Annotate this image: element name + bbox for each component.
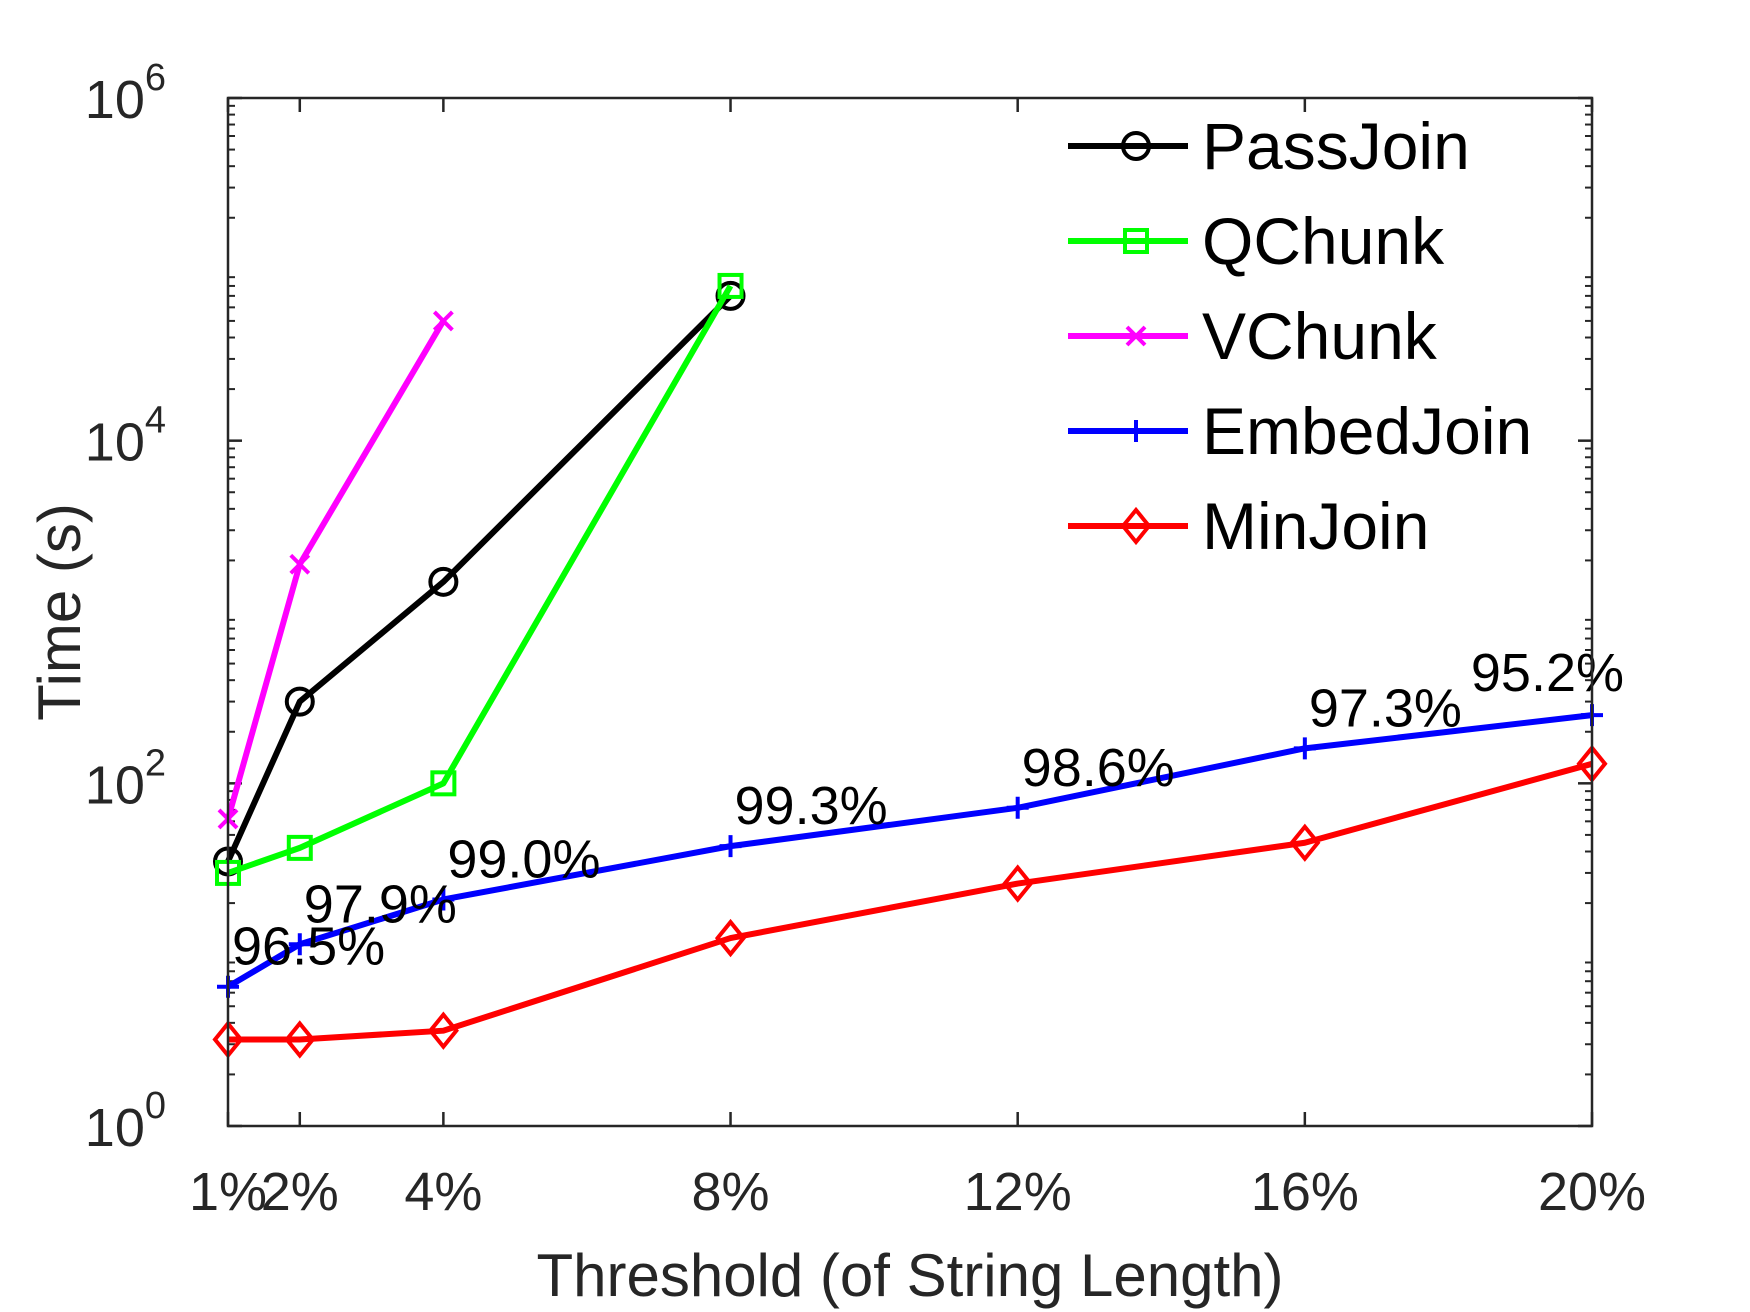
data-point-embedjoin: [1006, 796, 1029, 819]
legend-marker-qchunk: [1123, 228, 1149, 254]
accuracy-label: 96.5%: [232, 917, 385, 977]
x-tick-label: 12%: [964, 1162, 1072, 1222]
y-tick-label: 104: [85, 400, 166, 473]
legend-item-embedjoin: EmbedJoin: [1068, 394, 1532, 468]
data-point-minjoin: [1002, 864, 1034, 903]
legend-label-qchunk: QChunk: [1202, 204, 1445, 278]
legend-marker-embedjoin: [1125, 420, 1147, 442]
y-tick-base: 10: [85, 755, 145, 815]
data-point-minjoin: [284, 1020, 316, 1059]
series-line-minjoin: [228, 760, 1593, 1043]
x-tick-label: 16%: [1251, 1162, 1359, 1222]
data-point-qchunk: [717, 272, 744, 299]
data-point-passjoin: [284, 686, 315, 717]
plot-frame: [226, 96, 1594, 1128]
data-point-passjoin: [428, 566, 459, 597]
legend-item-vchunk: VChunk: [1068, 299, 1438, 373]
x-tick-label: 2%: [261, 1162, 339, 1222]
series-embedjoin: [217, 704, 1603, 998]
legend: PassJoin QChunk VChunk EmbedJoin MinJoin: [1068, 109, 1532, 563]
y-tick-exponent: 0: [145, 1085, 166, 1127]
legend-marker-vchunk: [1125, 325, 1147, 347]
annotation-layer: 96.5%97.9%99.0% 99.3% 98.6% 97.3%95.2%: [232, 643, 1624, 977]
legend-item-qchunk: QChunk: [1068, 204, 1445, 278]
accuracy-label: 97.3%: [1309, 678, 1462, 738]
data-point-embedjoin: [1293, 737, 1316, 760]
data-point-minjoin: [1289, 823, 1321, 862]
legend-label-embedjoin: EmbedJoin: [1202, 394, 1532, 468]
y-tick-base: 10: [85, 413, 145, 473]
series-vchunk: [217, 310, 454, 830]
legend-label-minjoin: MinJoin: [1202, 489, 1429, 563]
accuracy-label: 99.3%: [735, 776, 888, 836]
data-point-qchunk: [430, 770, 457, 797]
y-tick-base: 10: [85, 1098, 145, 1158]
x-axis-title: Threshold (of String Length): [536, 1242, 1283, 1309]
data-point-vchunk: [289, 553, 311, 575]
legend-label-vchunk: VChunk: [1202, 299, 1438, 373]
x-tick-label: 20%: [1538, 1162, 1646, 1222]
y-tick-label: 106: [85, 57, 166, 130]
x-tick-label: 1%: [189, 1162, 267, 1222]
accuracy-label: 95.2%: [1471, 643, 1624, 703]
legend-marker-minjoin: [1120, 506, 1152, 546]
x-tick-label: 8%: [692, 1162, 770, 1222]
y-tick-label: 100: [85, 1085, 166, 1158]
y-tick-exponent: 4: [145, 400, 166, 442]
x-tick-label: 4%: [404, 1162, 482, 1222]
data-point-vchunk: [432, 310, 454, 332]
y-tick-exponent: 2: [145, 742, 166, 784]
data-point-embedjoin: [719, 835, 742, 858]
legend-marker-passjoin: [1121, 131, 1151, 161]
y-tick-base: 10: [85, 70, 145, 130]
legend-item-passjoin: PassJoin: [1068, 109, 1470, 183]
y-axis-title: Time (s): [26, 503, 93, 721]
accuracy-label: 98.6%: [1022, 738, 1175, 798]
data-point-embedjoin: [288, 933, 311, 956]
legend-item-minjoin: MinJoin: [1068, 489, 1429, 563]
series-line-passjoin: [225, 293, 733, 863]
series-layer: [212, 272, 1608, 1059]
data-point-embedjoin: [432, 888, 455, 911]
data-point-minjoin: [714, 918, 747, 958]
data-point-qchunk: [286, 834, 313, 861]
accuracy-label: 97.9%: [304, 874, 457, 934]
y-tick-exponent: 6: [145, 57, 166, 99]
y-tick-label: 102: [85, 742, 166, 815]
data-point-minjoin: [427, 1011, 459, 1050]
legend-label-passjoin: PassJoin: [1202, 109, 1470, 183]
accuracy-label: 99.0%: [447, 829, 600, 889]
series-line-qchunk: [227, 284, 734, 876]
